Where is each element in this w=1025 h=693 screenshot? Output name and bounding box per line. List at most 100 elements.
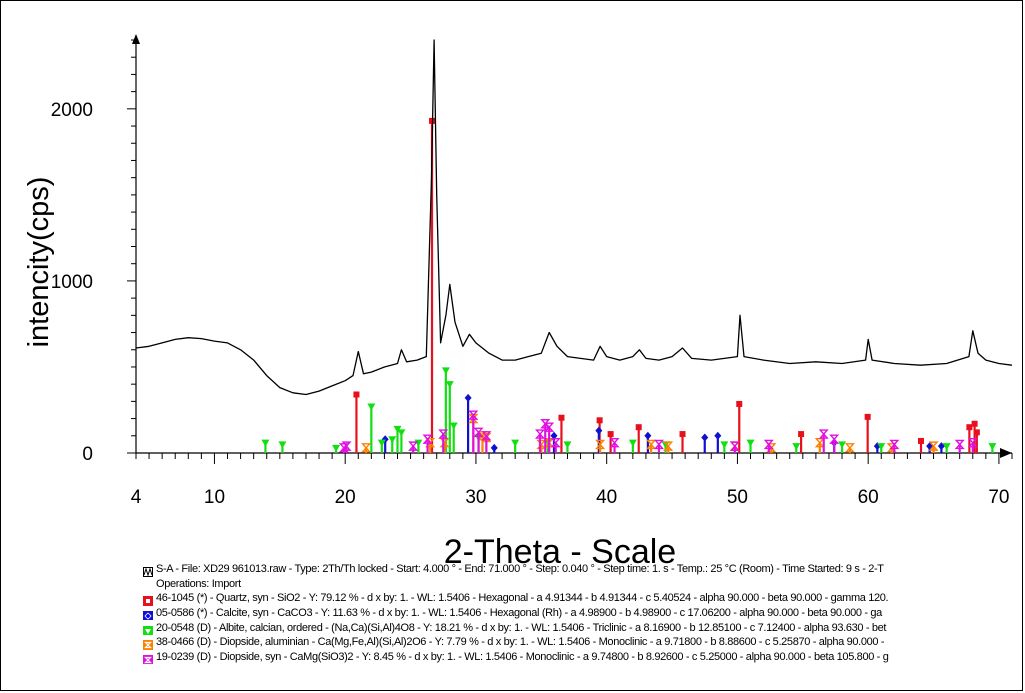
x-tick-label: 20	[335, 487, 356, 508]
ref-marker	[971, 420, 978, 427]
ref-marker	[635, 424, 642, 431]
ref-marker	[536, 439, 547, 450]
x-tick-label: 4	[131, 487, 142, 508]
series-lines	[135, 39, 1013, 396]
legend-entry: S-A - File: XD29 961013.raw - Type: 2Th/…	[143, 562, 1018, 577]
series-line-S-A	[135, 39, 1013, 396]
legend-entry: 20-0548 (D) - Albite, calcian, ordered -…	[143, 620, 1018, 635]
ref-marker	[701, 433, 709, 442]
ref-marker	[595, 439, 606, 450]
ref-marker	[628, 439, 637, 447]
ref-marker	[445, 381, 454, 389]
legend-entry: Operations: Import	[143, 577, 1018, 592]
ref-marker	[332, 444, 341, 452]
ref-marker	[942, 443, 951, 451]
ref-marker	[595, 426, 603, 435]
legend-entry: 46-1045 (*) - Quartz, syn - SiO2 - Y: 79…	[143, 591, 1018, 606]
legend-entry-text: 38-0466 (D) - Diopside, aluminian - Ca(M…	[156, 636, 885, 649]
y-tick-label: 2000	[51, 100, 93, 121]
ref-marker	[928, 441, 939, 451]
ref-marker	[596, 417, 603, 424]
ref-marker	[278, 441, 287, 449]
x-axis-label: 2-Theta - Scale	[444, 533, 676, 571]
x-axis-arrow	[1000, 448, 1012, 458]
ref-marker	[353, 391, 360, 398]
ref-marker	[550, 437, 561, 448]
x-tick-label: 70	[988, 487, 1009, 508]
ref-marker	[388, 436, 397, 444]
ref-marker	[967, 437, 978, 448]
legend-entry-text: 46-1045 (*) - Quartz, syn - SiO2 - Y: 79…	[156, 592, 889, 605]
ref-marker	[422, 434, 433, 444]
ref-marker	[377, 439, 386, 447]
ref-marker	[609, 437, 620, 448]
y-tick-label: 1000	[51, 272, 93, 293]
x-tick-label: 30	[465, 487, 486, 508]
ref-marker	[646, 439, 657, 450]
legend-entry-text: 20-0548 (D) - Albite, calcian, ordered -…	[156, 621, 887, 634]
ref-marker	[926, 442, 934, 451]
legend-marker-icon	[143, 608, 153, 621]
ref-marker	[889, 439, 900, 450]
ref-marker	[341, 441, 352, 451]
ref-marker	[558, 414, 565, 421]
y-tick-label: 0	[82, 444, 93, 465]
ref-marker	[918, 437, 925, 444]
ref-marker	[481, 431, 492, 441]
legend-marker-icon	[143, 564, 153, 577]
x-tick-label: 40	[596, 487, 617, 508]
ref-marker	[661, 441, 670, 449]
legend-entry: 38-0466 (D) - Diopside, aluminian - Ca(M…	[143, 635, 1018, 650]
ref-marker	[644, 431, 652, 440]
ref-marker	[438, 429, 449, 439]
ref-marker	[763, 439, 774, 450]
ref-marker	[563, 441, 572, 449]
x-tick-label: 50	[727, 487, 748, 508]
ref-marker	[720, 441, 729, 449]
legend-marker-icon	[143, 637, 153, 650]
ref-marker	[468, 410, 479, 420]
axes	[127, 34, 1013, 464]
legend-entry: 19-0239 (D) - Diopside, syn - CaMg(SiO3)…	[143, 650, 1018, 665]
ref-marker	[886, 443, 897, 453]
ref-marker	[663, 441, 674, 451]
legend-entry: 05-0586 (*) - Calcite, syn - CaCO3 - Y: …	[143, 606, 1018, 621]
ref-marker	[829, 434, 840, 444]
ref-marker	[736, 400, 743, 407]
ref-marker	[818, 429, 829, 439]
y-axis-arrow	[132, 34, 140, 44]
ref-marker	[864, 413, 871, 420]
ref-marker	[441, 367, 450, 375]
legend-entry-text: Operations: Import	[156, 577, 241, 590]
ref-marker	[607, 431, 614, 438]
ref-marker	[973, 429, 980, 436]
ref-marker	[653, 439, 665, 450]
ref-marker	[550, 431, 558, 440]
ref-marker	[261, 439, 270, 447]
ref-marker	[544, 422, 555, 432]
legend-marker-icon	[143, 593, 153, 606]
ref-marker	[464, 393, 472, 402]
ref-marker	[367, 403, 376, 411]
ref-marker	[714, 431, 722, 440]
ref-marker	[679, 431, 686, 438]
ref-marker	[449, 422, 458, 430]
ref-marker	[937, 442, 945, 451]
legend-entry-text: 19-0239 (D) - Diopside, syn - CaMg(SiO3)…	[156, 650, 889, 663]
legend-marker-icon	[143, 652, 153, 665]
x-tick-label: 60	[858, 487, 879, 508]
ref-marker	[408, 441, 419, 451]
ref-marker	[473, 427, 484, 438]
y-axis-label: intencity(cps)	[23, 177, 55, 348]
ref-marker	[534, 429, 546, 439]
legend-entry-text: 05-0586 (*) - Calcite, syn - CaCO3 - Y: …	[156, 607, 882, 620]
ref-marker	[490, 443, 498, 452]
ref-marker	[988, 443, 997, 451]
ref-marker	[729, 441, 740, 451]
ref-marker	[397, 429, 406, 437]
legend-entry-text: S-A - File: XD29 961013.raw - Type: 2Th/…	[156, 563, 884, 576]
reference-sticks	[261, 117, 997, 453]
ref-marker	[877, 443, 886, 451]
